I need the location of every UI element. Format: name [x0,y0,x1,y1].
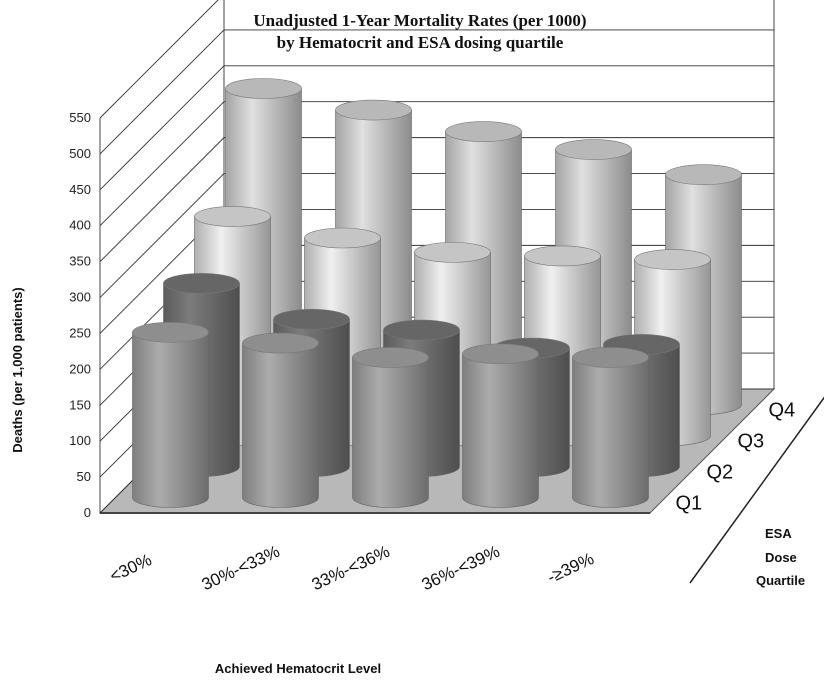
chart-title-line1: Unadjusted 1-Year Mortality Rates (per 1… [253,11,586,30]
bar [132,322,209,508]
x-category-label: 36%-<39% [419,542,503,595]
bar-top [273,308,350,330]
bar [352,347,429,508]
bars [132,78,742,508]
bar-top [555,139,632,160]
bar [242,332,319,508]
bar-body [352,357,429,508]
y-tick-label: 550 [69,110,91,125]
y-tick-label: 150 [69,397,91,412]
chart-title-line2: by Hematocrit and ESA dosing quartile [277,33,564,52]
bar [462,343,539,508]
x-category-label: -≥39% [544,549,596,587]
bar-top [163,273,240,294]
depth-label-q4: Q4 [769,400,796,422]
bar-top [352,347,429,368]
bar-top [665,164,742,185]
y-tick-label: 500 [69,146,91,161]
bar-top [462,343,539,365]
y-tick-label: 200 [69,361,91,376]
bar-top [304,227,381,249]
bar-top [194,206,271,227]
depth-axis-label-line2: Dose [765,550,797,565]
x-axis-label: Achieved Hematocrit Level [215,661,381,676]
y-axis-ticks: 0 50 100 150 200 250 300 350 400 450 500 550 [69,110,91,520]
y-tick-label: 50 [77,469,91,484]
y-tick-label: 250 [69,325,91,340]
bar [572,347,649,508]
bar-body [462,353,539,508]
bar-top [445,121,522,142]
y-tick-label: 300 [69,290,91,305]
y-tick-label: 400 [69,218,91,233]
y-axis-label: Deaths (per 1,000 patients) [10,287,25,452]
bar-top [225,78,302,99]
x-axis-categories: <30% 30%-<33% 33%-<36% 36%-<39% -≥39% [107,542,597,595]
bar-top [414,242,491,263]
bar-top [383,319,460,341]
gridline [99,0,219,119]
depth-arrow [689,396,824,584]
bar-top [132,322,209,343]
bar-body [572,357,649,508]
depth-label-q1: Q1 [676,493,703,515]
y-tick-label: 450 [69,182,91,197]
y-tick-label: 100 [69,433,91,448]
bar-top [572,347,649,368]
depth-axis-label-line3: Quartile [756,573,805,588]
depth-axis-label-line1: ESA [765,526,792,541]
bar-body [132,332,209,508]
y-tick-label: 0 [84,505,91,520]
bar-body [242,342,319,508]
bar-top [335,99,412,121]
depth-label-q2: Q2 [707,462,734,484]
bar-top [524,245,601,267]
depth-label-q3: Q3 [738,431,765,453]
x-category-label: 30%-<33% [199,542,283,595]
x-category-label: 33%-<36% [309,542,393,595]
y-tick-label: 350 [69,254,91,269]
x-category-label: <30% [107,550,155,586]
bar-top [634,249,711,270]
bar-top [242,332,319,354]
